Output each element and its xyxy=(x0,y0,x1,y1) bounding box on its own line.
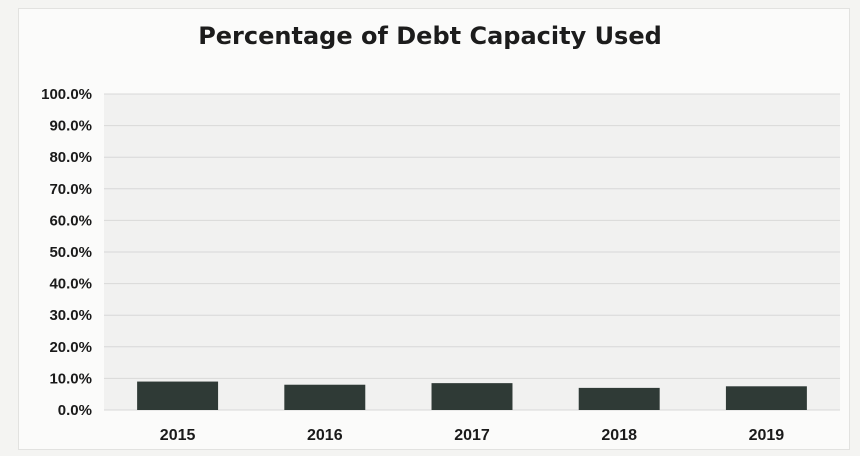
y-tick-label: 70.0% xyxy=(49,181,92,198)
y-tick-label: 40.0% xyxy=(49,276,92,293)
chart-title: Percentage of Debt Capacity Used xyxy=(198,22,662,50)
bar-2016 xyxy=(284,384,366,410)
y-axis: 0.0% 10.0% 20.0% 30.0% 40.0% 50.0% 60.0% 70.0% 8… xyxy=(41,86,92,419)
x-tick-label: 2019 xyxy=(749,427,785,444)
bars xyxy=(137,381,807,410)
y-tick-label: 10.0% xyxy=(49,370,92,387)
y-tick-label: 100.0% xyxy=(41,86,92,103)
bar-2017 xyxy=(431,383,513,410)
x-tick-label: 2017 xyxy=(454,427,490,444)
bar-2019 xyxy=(725,386,807,410)
y-tick-label: 50.0% xyxy=(49,244,92,261)
bar-2018 xyxy=(578,387,660,410)
y-tick-label: 30.0% xyxy=(49,307,92,324)
gridlines xyxy=(104,93,840,411)
x-tick-label: 2015 xyxy=(160,427,196,444)
y-tick-label: 90.0% xyxy=(49,118,92,135)
x-axis: 2015 2016 2017 2018 2019 xyxy=(160,427,784,444)
y-tick-label: 80.0% xyxy=(49,149,92,166)
x-tick-label: 2016 xyxy=(307,427,343,444)
bar-2015 xyxy=(137,381,219,410)
y-tick-label: 60.0% xyxy=(49,212,92,229)
x-tick-label: 2018 xyxy=(601,427,637,444)
y-tick-label: 20.0% xyxy=(49,339,92,356)
y-tick-label: 0.0% xyxy=(58,402,92,419)
